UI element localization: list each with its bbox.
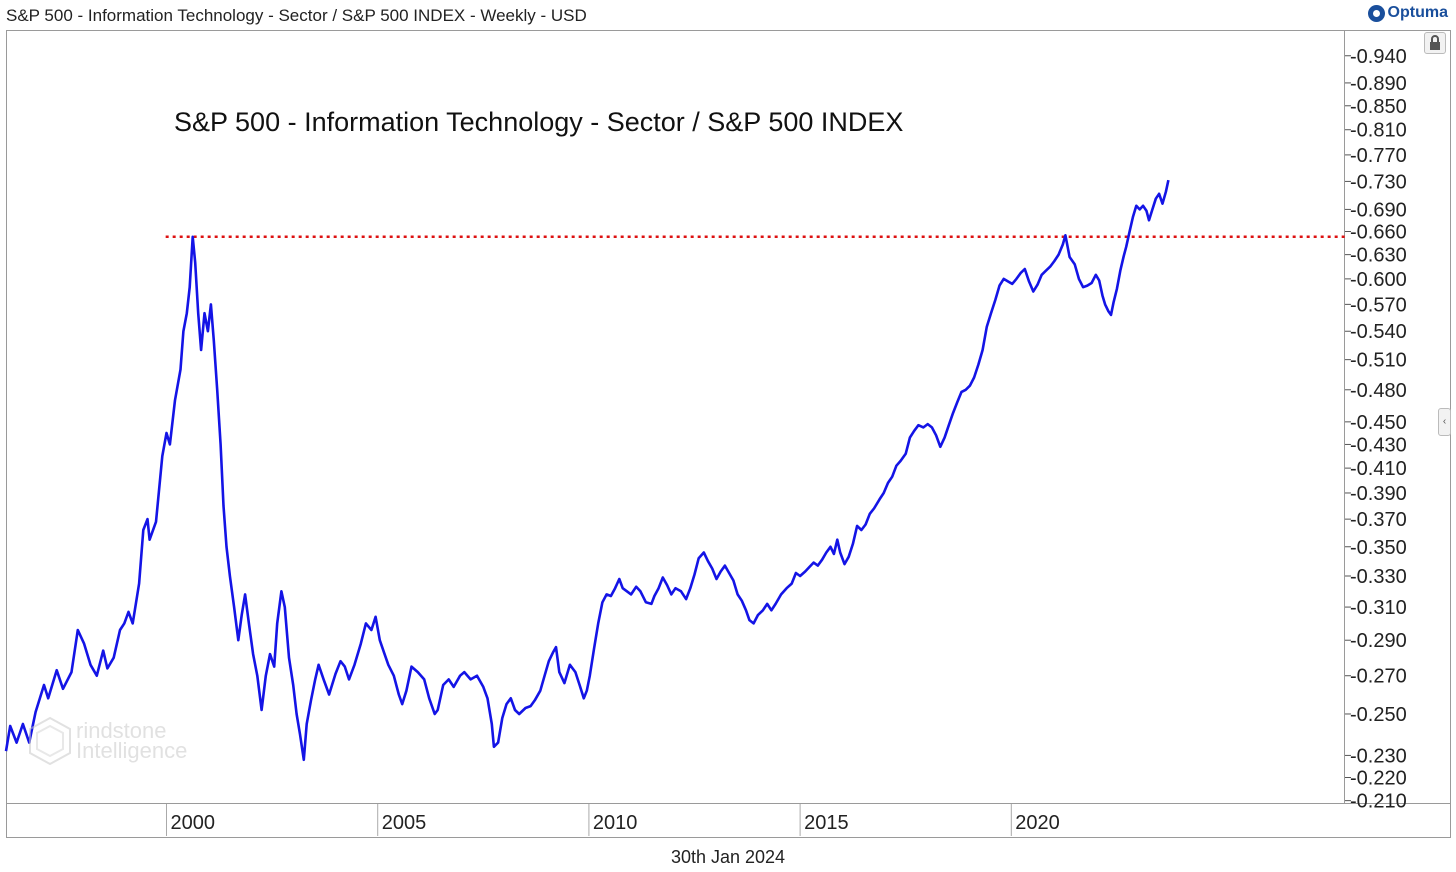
y-tick-label: -0.810 xyxy=(1350,120,1407,142)
y-tick-label: -0.430 xyxy=(1350,434,1407,456)
y-tick-label: -0.850 xyxy=(1350,96,1407,118)
chevron-left-icon: ‹ xyxy=(1442,416,1447,427)
y-tick-label: -0.940 xyxy=(1350,46,1407,68)
y-tick-label: -0.690 xyxy=(1350,199,1407,221)
optuma-logo: Optuma xyxy=(1367,4,1448,22)
y-tick-label: -0.890 xyxy=(1350,73,1407,95)
plot-area-frame[interactable] xyxy=(6,30,1345,804)
optuma-logo-icon xyxy=(1367,4,1385,22)
lock-icon xyxy=(1430,35,1440,50)
watermark-line-2: Intelligence xyxy=(76,738,188,763)
y-tick-label: -0.540 xyxy=(1350,321,1407,343)
y-tick-label: -0.450 xyxy=(1350,412,1407,434)
y-tick-label: -0.290 xyxy=(1350,630,1407,652)
y-tick-label: -0.410 xyxy=(1350,458,1407,480)
y-tick-label: -0.390 xyxy=(1350,483,1407,505)
y-tick-label: -0.270 xyxy=(1350,666,1407,688)
y-tick-label: -0.630 xyxy=(1350,245,1407,267)
x-tick-label: 2015 xyxy=(804,812,849,834)
y-tick-label: -0.570 xyxy=(1350,294,1407,316)
window-title: S&P 500 - Information Technology - Secto… xyxy=(6,6,587,25)
collapse-panel-button[interactable]: ‹ xyxy=(1438,408,1451,436)
x-tick-label: 2020 xyxy=(1015,812,1059,834)
y-tick-label: -0.220 xyxy=(1350,768,1407,790)
chart-title: S&P 500 - Information Technology - Secto… xyxy=(174,107,903,137)
y-tick-label: -0.330 xyxy=(1350,566,1407,588)
series-line-0 xyxy=(4,179,1170,762)
y-tick-label: -0.730 xyxy=(1350,171,1407,193)
grindstone-hexagon-logo-icon xyxy=(29,716,71,766)
watermark-logo: rindstone Intelligence xyxy=(28,716,187,766)
date-footer: 30th Jan 2024 xyxy=(670,847,786,867)
x-tick-label: 2005 xyxy=(382,812,427,834)
watermark-line-1: rindstone xyxy=(76,718,167,743)
lock-scale-button[interactable] xyxy=(1424,32,1446,54)
y-tick-label: -0.510 xyxy=(1350,350,1407,372)
y-tick-label: -0.250 xyxy=(1350,704,1407,726)
x-axis-panel[interactable] xyxy=(6,803,1451,838)
y-tick-label: -0.600 xyxy=(1350,269,1407,291)
y-tick-label: -0.350 xyxy=(1350,537,1407,559)
y-tick-label: -0.770 xyxy=(1350,145,1407,167)
y-tick-label: -0.480 xyxy=(1350,380,1407,402)
y-tick-label: -0.230 xyxy=(1350,745,1407,767)
y-tick-label: -0.660 xyxy=(1350,222,1407,244)
y-tick-label: -0.210 xyxy=(1350,791,1407,813)
x-tick-label: 2000 xyxy=(171,812,216,834)
y-tick-label: -0.370 xyxy=(1350,509,1407,531)
y-tick-label: -0.310 xyxy=(1350,597,1407,619)
brand-label: Optuma xyxy=(1387,4,1448,21)
x-tick-label: 2010 xyxy=(593,812,638,834)
